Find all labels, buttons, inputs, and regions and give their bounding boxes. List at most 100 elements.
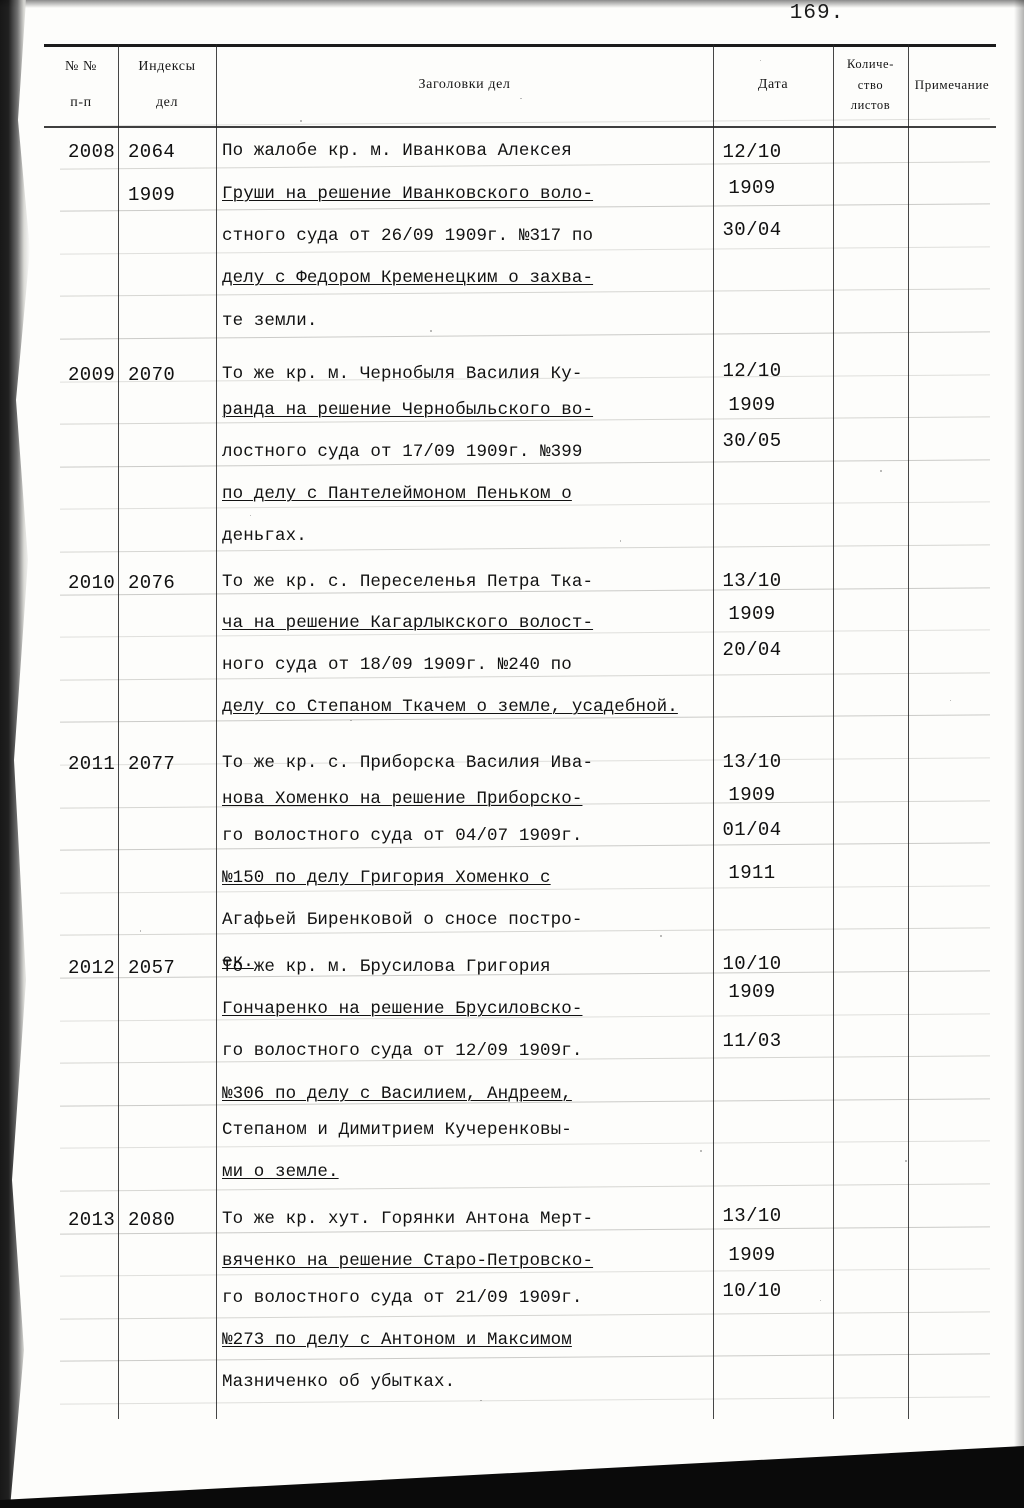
scan-speck	[300, 120, 302, 122]
row-index: 2080	[128, 1209, 176, 1231]
row-date: 20/04	[722, 639, 782, 661]
col-sep-3	[713, 44, 714, 1419]
header-no-pp-line2: п-п	[70, 95, 92, 110]
row-date: 1909	[728, 394, 776, 416]
header-index-line2: дел	[155, 95, 179, 110]
row-title-line: №273 по делу с Антоном и Максимом	[222, 1330, 572, 1350]
row-index: 2057	[128, 957, 176, 979]
row-title-line: делу с Федором Кременецким о захва-	[222, 268, 594, 288]
scan-speck	[760, 60, 761, 61]
row-index: 2070	[128, 364, 176, 386]
row-title-line: ного суда от 18/09 1909г. №240 по	[222, 655, 572, 675]
row-date: 1909	[728, 1244, 776, 1266]
header-index-line1: Индексы	[138, 59, 196, 75]
row-title-line: Мазниченко об убытках.	[222, 1372, 456, 1392]
row-title-line: То же кр. м. Брусилова Григория	[222, 957, 551, 977]
row-title-line: Груши на решение Иванковского воло-	[222, 184, 594, 204]
row-date: 12/10	[722, 141, 782, 163]
row-title-line: го волостного суда от 12/09 1909г.	[222, 1041, 583, 1061]
table-frame: № № п-п Индексы дел Заголовки дел Дата К…	[44, 44, 996, 1419]
scan-speck	[140, 930, 141, 932]
header-no-pp-line1: № №	[64, 59, 97, 75]
row-title-line: Гончаренко на решение Брусиловско-	[222, 999, 583, 1019]
row-number: 2008	[68, 141, 116, 163]
scan-speck	[620, 540, 621, 542]
col-sep-1	[118, 44, 119, 1419]
row-title-line: По жалобе кр. м. Иванкова Алексея	[222, 141, 572, 161]
row-title-line: деньгах.	[222, 526, 307, 546]
row-title-line: лостного суда от 17/09 1909г. №399	[222, 442, 583, 462]
row-title-line: те земли.	[222, 311, 318, 331]
row-date: 01/04	[722, 819, 782, 841]
scan-speck	[480, 1400, 482, 1401]
row-title-line: №150 по делу Григория Хоменко с	[222, 868, 551, 888]
row-title-line: по делу с Пантелеймоном Пеньком о	[222, 484, 572, 504]
header-bottom-border	[44, 126, 996, 128]
scan-speck	[820, 1300, 821, 1301]
row-index: 2076	[128, 572, 176, 594]
row-title-line: ми о земле.	[222, 1162, 339, 1182]
header-sheet-count: Количе- ство листов	[833, 44, 908, 126]
header-sheet-count-line1: Количе-	[847, 56, 894, 71]
row-title-line: ек.	[222, 952, 254, 972]
col-sep-2	[216, 44, 217, 1419]
row-title-line: То же кр. с. Приборска Василия Ива-	[222, 753, 594, 773]
row-date: 13/10	[722, 570, 782, 592]
row-title-line: То же кр. хут. Горянки Антона Мерт-	[222, 1209, 594, 1229]
header-note-line1: Примечание	[914, 76, 990, 92]
row-date: 1909	[728, 981, 776, 1003]
col-sep-4	[833, 44, 834, 1419]
row-title-line: делу со Степаном Ткачем о земле, усадебн…	[222, 697, 678, 717]
scan-speck	[950, 700, 951, 701]
header-date-line1: Дата	[757, 77, 789, 93]
scan-speck	[700, 1150, 702, 1152]
row-date: 10/10	[722, 1280, 782, 1302]
row-date: 10/10	[722, 953, 782, 975]
scan-speck	[250, 515, 251, 516]
row-title-line: го волостного суда от 21/09 1909г.	[222, 1288, 583, 1308]
row-date: 13/10	[722, 1205, 782, 1227]
row-date: 13/10	[722, 751, 782, 773]
row-title-line: стного суда от 26/09 1909г. №317 по	[222, 226, 594, 246]
row-index: 2064	[128, 141, 176, 163]
row-date: 1909	[728, 177, 776, 199]
row-title-line: №306 по делу с Василием, Андреем,	[222, 1084, 572, 1104]
scan-speck	[905, 1160, 907, 1162]
scan-speck	[880, 470, 882, 472]
scan-speck	[520, 98, 522, 99]
header-date: Дата	[713, 44, 833, 126]
scan-edge-left	[0, 0, 30, 1508]
scan-speck	[660, 935, 662, 937]
row-number: 2010	[68, 572, 116, 594]
folio-number: 169.	[789, 2, 845, 25]
row-title-line: То же кр. м. Чернобыля Василия Ку-	[222, 364, 583, 384]
scan-speck	[430, 330, 432, 332]
row-index: 2077	[128, 753, 176, 775]
row-title-line: го волостного суда от 04/07 1909г.	[222, 826, 583, 846]
row-number: 2009	[68, 364, 116, 386]
header-no-pp: № № п-п	[44, 44, 118, 126]
row-number: 2011	[68, 753, 116, 775]
scan-edge-top	[0, 0, 1024, 8]
scan-speck	[350, 720, 352, 721]
col-sep-5	[908, 44, 909, 1419]
table-top-border	[44, 44, 996, 47]
row-date: 1911	[728, 862, 776, 884]
row-date: 1909	[728, 784, 776, 806]
row-title-line: Степаном и Димитрием Кучеренковы-	[222, 1120, 572, 1140]
row-date: 30/04	[722, 219, 782, 241]
header-sheet-count-line3: листов	[850, 97, 891, 112]
row-title-line: ча на решение Кагарлыкского волост-	[222, 613, 594, 633]
row-title-line: вяченко на решение Старо-Петровско-	[222, 1251, 594, 1271]
row-title-line: ранда на решение Чернобыльского во-	[222, 400, 594, 420]
row-date: 11/03	[722, 1030, 782, 1052]
row-number: 2013	[68, 1209, 116, 1231]
header-note: Примечание	[908, 44, 996, 126]
row-date: 12/10	[722, 360, 782, 382]
row-title-line: Агафьей Биренковой о сносе постро-	[222, 910, 583, 930]
header-title: Заголовки дел	[216, 44, 713, 126]
header-sheet-count-line2: ство	[857, 78, 884, 93]
row-number: 2012	[68, 957, 116, 979]
header-index: Индексы дел	[118, 44, 216, 126]
